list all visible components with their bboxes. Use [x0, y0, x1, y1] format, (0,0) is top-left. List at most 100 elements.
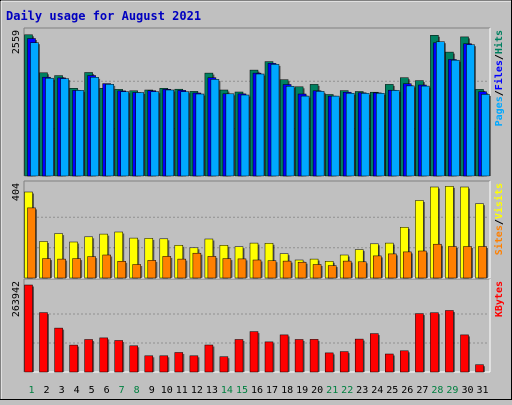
bar-sites-day-5: [87, 256, 96, 279]
bar-kbytes-day-26: [400, 350, 409, 373]
bar-kbytes-day-24: [370, 333, 379, 373]
x-tick-label: 4: [74, 385, 80, 396]
x-tick-label: 1: [28, 385, 34, 396]
bar-kbytes-day-27: [415, 313, 424, 373]
bar-sites-day-25: [388, 253, 397, 279]
bar-sites-day-2: [42, 258, 51, 279]
x-axis-tick-labels: 1 2 3 4 5 6 7 8 9 10 11 12 13 14 15 16 17 18 19 20 21 22 23 24 2…: [28, 385, 488, 396]
bar-pages-day-2: [45, 77, 54, 177]
x-tick-label: 16: [251, 385, 263, 396]
bar-pages-day-24: [376, 93, 385, 177]
x-tick-label: 3: [59, 385, 65, 396]
bar-kbytes-day-12: [189, 355, 199, 373]
bar-pages-day-21: [330, 95, 340, 177]
bar-kbytes-day-17: [264, 341, 274, 373]
bar-sites-day-18: [282, 260, 292, 279]
bar-kbytes-day-14: [219, 356, 229, 373]
bar-kbytes-day-29: [445, 310, 454, 373]
legend-entry: Pages: [494, 96, 505, 126]
legend-entry: /: [494, 219, 505, 225]
x-tick-label: 31: [476, 385, 488, 396]
x-tick-label: 30: [461, 385, 473, 396]
y-max-label: 404: [11, 183, 22, 201]
bar-sites-day-31: [478, 246, 487, 279]
x-tick-label: 17: [266, 385, 278, 396]
bar-sites-day-11: [177, 258, 187, 279]
series-sites: [27, 207, 488, 279]
x-tick-label: 14: [221, 385, 233, 396]
panel-visits-sites: 404 Sites/Visits: [11, 180, 505, 279]
bar-sites-day-15: [237, 258, 247, 279]
legend-entry: Files: [493, 60, 505, 90]
bar-kbytes-day-10: [159, 355, 169, 373]
bar-pages-day-25: [391, 90, 400, 177]
bar-sites-day-7: [117, 261, 126, 279]
bar-pages-day-12: [195, 93, 205, 177]
bar-sites-day-26: [403, 251, 412, 279]
x-tick-label: 27: [416, 385, 428, 396]
bar-pages-day-30: [466, 44, 475, 177]
x-tick-label: 28: [431, 385, 443, 396]
x-tick-label: 11: [176, 385, 188, 396]
bar-pages-day-11: [180, 91, 190, 177]
bar-pages-day-18: [285, 86, 295, 177]
legend-entry: Hits: [493, 30, 505, 54]
bar-kbytes-day-9: [144, 355, 154, 373]
x-tick-label: 12: [191, 385, 203, 396]
x-tick-label: 6: [104, 385, 110, 396]
legend: Pages/Files/Hits: [493, 30, 505, 126]
bar-kbytes-day-8: [129, 345, 138, 373]
series-pages: [30, 41, 491, 177]
bar-sites-day-8: [132, 264, 141, 279]
bar-pages-day-28: [436, 41, 445, 177]
bar-kbytes-day-30: [460, 334, 469, 373]
bar-pages-day-29: [451, 59, 460, 177]
x-tick-label: 2: [43, 385, 49, 396]
chart-title: Daily usage for August 2021: [6, 9, 201, 23]
bar-kbytes-day-31: [475, 364, 484, 373]
bar-pages-day-10: [165, 89, 175, 177]
bar-kbytes-day-2: [39, 312, 48, 373]
bar-sites-day-27: [418, 250, 427, 279]
bar-kbytes-day-6: [99, 337, 108, 373]
y-max-label: 2559: [11, 30, 22, 54]
legend-entry: Visits: [493, 183, 505, 219]
bar-pages-day-15: [240, 94, 250, 177]
bar-sites-day-10: [162, 256, 172, 279]
bar-sites-day-3: [57, 258, 66, 279]
bar-kbytes-day-20: [309, 339, 319, 373]
y-max-label: 263942: [11, 281, 22, 317]
bar-sites-day-20: [312, 264, 322, 279]
bar-kbytes-day-22: [339, 351, 349, 373]
x-tick-label: 26: [401, 385, 413, 396]
bar-pages-day-27: [421, 85, 430, 177]
bar-kbytes-day-16: [249, 331, 259, 373]
x-tick-label: 15: [236, 385, 248, 396]
x-tick-label: 9: [149, 385, 155, 396]
bar-pages-day-31: [481, 94, 490, 177]
bar-kbytes-day-18: [279, 334, 289, 373]
bar-pages-day-13: [210, 79, 220, 177]
panel-kbytes: 263942 KBytes: [11, 278, 505, 373]
legend-entry: /: [494, 90, 505, 96]
bar-kbytes-day-11: [174, 352, 184, 373]
chart-panels: 2559Pages/Files/Hits404Sites/Visits26394…: [11, 27, 505, 373]
bar-kbytes-day-19: [294, 339, 304, 373]
bar-pages-day-6: [105, 84, 114, 177]
x-tick-label: 18: [281, 385, 293, 396]
bar-pages-day-7: [120, 91, 129, 177]
bar-kbytes-day-15: [234, 339, 244, 373]
x-tick-label: 7: [119, 385, 125, 396]
x-tick-label: 8: [134, 385, 140, 396]
bar-sites-day-19: [297, 261, 307, 279]
bar-sites-day-4: [72, 258, 81, 279]
x-tick-label: 5: [89, 385, 95, 396]
bar-sites-day-28: [433, 243, 442, 279]
bar-pages-day-26: [406, 85, 415, 177]
bar-sites-day-12: [192, 252, 202, 279]
legend: KBytes: [494, 281, 505, 317]
bar-sites-day-14: [222, 258, 232, 279]
bar-pages-day-17: [270, 64, 280, 177]
